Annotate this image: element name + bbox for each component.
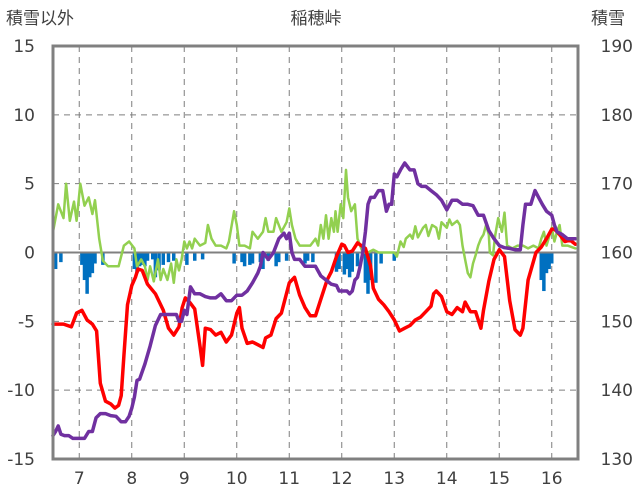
bar: [277, 252, 281, 263]
bar: [366, 252, 370, 294]
y-left-axis-label: 積雪以外: [6, 9, 74, 29]
bar: [232, 252, 236, 264]
bar: [145, 252, 150, 261]
bar: [392, 252, 396, 261]
bar: [166, 252, 171, 263]
bar: [132, 252, 137, 270]
bar: [337, 252, 341, 270]
bar: [363, 252, 368, 283]
grid: [53, 46, 578, 459]
bar: [374, 252, 378, 283]
bar: [334, 252, 339, 272]
x-tick-label: 11: [278, 469, 300, 489]
y-left-tick-label: 0: [24, 244, 35, 264]
x-tick-label: 9: [179, 469, 190, 489]
bar: [93, 252, 97, 264]
y-right-tick-label: 130: [601, 450, 633, 470]
bar: [193, 252, 197, 261]
plot-frame: [51, 44, 580, 461]
y-left-tick-label: 10: [13, 106, 35, 126]
bar: [82, 252, 87, 281]
bar: [88, 252, 92, 278]
bar: [274, 252, 278, 267]
bar: [379, 252, 383, 264]
y-left-tick-label: -10: [7, 381, 35, 401]
bar: [53, 252, 58, 270]
bar: [242, 252, 247, 267]
bar: [185, 252, 189, 265]
y-right-tick-label: 150: [601, 312, 633, 332]
y-left-tick-label: -5: [18, 312, 35, 332]
series-line-purple: [51, 161, 578, 441]
bar: [350, 252, 354, 272]
bar: [347, 252, 352, 278]
bar: [542, 252, 546, 292]
x-tick-label: 14: [436, 469, 458, 489]
y-right-tick-label: 180: [601, 106, 633, 126]
series-line-red: [51, 227, 578, 410]
x-tick-label: 12: [331, 469, 353, 489]
x-tick-label: 15: [488, 469, 510, 489]
bar: [161, 252, 165, 265]
bar: [250, 252, 255, 264]
bar: [544, 252, 549, 274]
bar: [90, 252, 95, 274]
x-tick-label: 10: [226, 469, 248, 489]
bar: [305, 252, 310, 261]
bar: [80, 252, 84, 265]
chart-title: 稲穂峠: [291, 9, 342, 29]
y-right-axis-label: 積雪: [591, 9, 625, 29]
bar: [140, 252, 144, 265]
y-right-tick-label: 170: [601, 175, 633, 195]
bar: [240, 252, 244, 263]
bar: [153, 252, 158, 278]
bar: [539, 252, 543, 281]
bar: [172, 252, 176, 261]
bar: [284, 252, 289, 261]
bar: [143, 252, 147, 267]
bar: [547, 252, 551, 270]
bar: [311, 252, 315, 263]
bar: [85, 252, 89, 294]
y-left-tick-label: 5: [24, 175, 35, 195]
bar: [550, 252, 554, 264]
x-tick-label: 7: [74, 469, 85, 489]
x-tick-label: 8: [126, 469, 137, 489]
y-left-ticks: 15 10 5 0 -5 -10 -15: [7, 37, 35, 470]
y-left-tick-label: -15: [7, 450, 35, 470]
bar: [342, 252, 347, 275]
bar: [151, 252, 155, 260]
y-left-tick-label: 15: [13, 37, 35, 57]
bar: [59, 252, 63, 263]
bar: [248, 252, 252, 265]
bar: [137, 252, 142, 267]
bar: [355, 252, 360, 267]
y-right-tick-label: 160: [601, 244, 633, 264]
bar: [303, 252, 307, 264]
y-right-tick-label: 140: [601, 381, 633, 401]
x-tick-label: 16: [541, 469, 563, 489]
bar-series: [53, 252, 554, 294]
line-series: [51, 161, 578, 441]
y-right-ticks: 190 180 170 160 150 140 130: [601, 37, 633, 470]
x-tick-label: 13: [383, 469, 405, 489]
y-right-tick-label: 190: [601, 37, 633, 57]
x-ticks: 7 8 9 10 11 12 13 14 15 16: [74, 469, 563, 489]
bar: [345, 252, 349, 270]
bar: [200, 252, 205, 260]
